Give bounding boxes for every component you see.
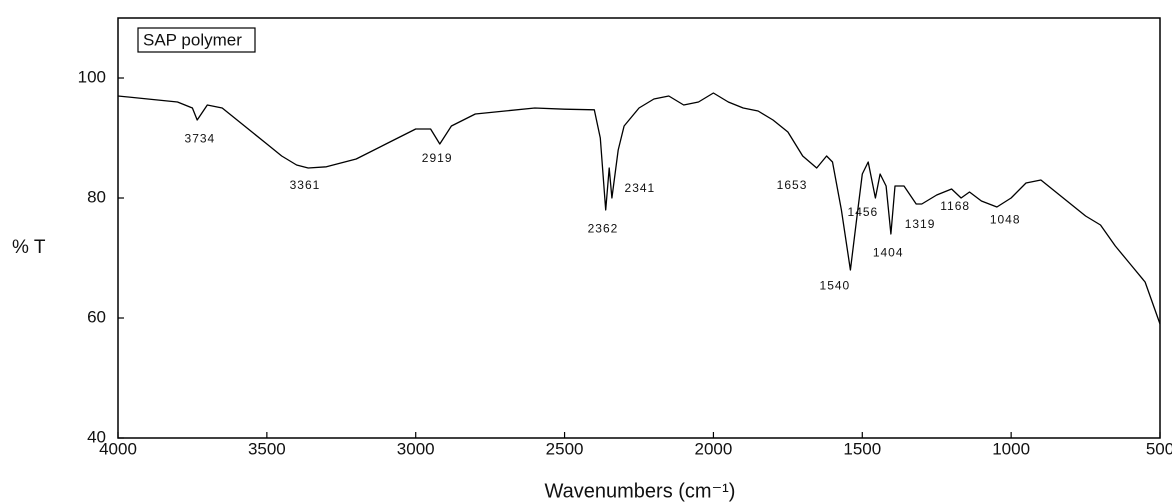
peak-label: 3361	[290, 178, 321, 192]
peak-label: 1168	[940, 199, 970, 213]
peak-label: 1319	[905, 217, 936, 231]
legend-box	[137, 27, 256, 53]
peak-label: 1404	[873, 245, 904, 259]
peak-label: 3734	[185, 131, 216, 145]
legend-title: SAP polymer	[143, 30, 242, 49]
x-axis-label: Wavenumbers (cm⁻¹)	[545, 480, 736, 502]
x-tick-label: 1500	[843, 439, 881, 458]
x-tick-label: 1000	[992, 439, 1030, 458]
y-tick-label: 40	[87, 427, 106, 446]
peak-label: 1653	[777, 178, 808, 192]
peak-label: 2919	[422, 151, 453, 165]
x-tick-label: 3000	[397, 439, 435, 458]
peak-label: 1540	[820, 278, 851, 292]
y-tick-label: 80	[87, 187, 106, 206]
x-tick-label: 2000	[695, 439, 733, 458]
peak-label: 2362	[588, 221, 619, 235]
peak-label: 2341	[625, 181, 656, 195]
y-tick-label: 100	[78, 67, 106, 86]
plot-frame	[117, 17, 1161, 439]
peak-label: 1048	[990, 212, 1021, 226]
x-tick-label: 3500	[248, 439, 286, 458]
x-tick-label: 4000	[99, 439, 137, 458]
x-tick-label: 500	[1146, 439, 1172, 458]
x-tick-label: 2500	[546, 439, 584, 458]
y-tick-label: 60	[87, 307, 106, 326]
y-axis-label: % T	[12, 237, 46, 258]
spectrum-line	[117, 92, 1161, 325]
peak-label: 1456	[848, 205, 879, 219]
